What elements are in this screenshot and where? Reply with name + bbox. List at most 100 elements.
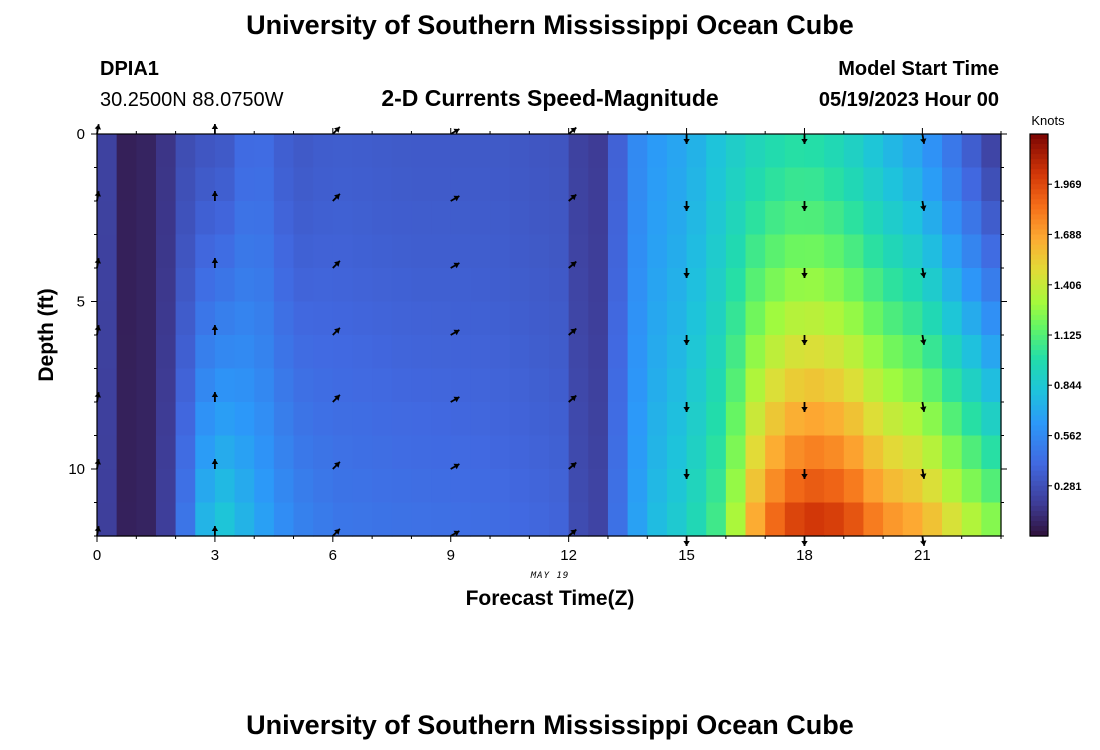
colorbar-segment [1030,435,1048,442]
heatmap-cell [745,134,766,169]
heatmap-cell [961,301,982,336]
heatmap-cell [332,368,354,403]
heatmap-cell [607,502,629,537]
x-axis-title: Forecast Time(Z) [466,587,635,610]
heatmap-cell [529,469,550,504]
current-arrow-head [94,325,101,331]
heatmap-cell [981,368,1002,403]
heatmap-cell [902,368,923,403]
heatmap-cell [116,134,137,169]
heatmap-cell [568,435,589,470]
x-tick-label: 21 [914,547,931,564]
current-arrow-head [334,327,340,334]
colorbar-segment [1030,450,1048,457]
heatmap-cell [549,201,570,236]
heatmap-cell [627,234,648,269]
heatmap-cells [97,134,1002,537]
heatmap-cell [175,134,196,169]
heatmap-cell [765,368,786,403]
y-tick-label: 10 [68,461,85,478]
heatmap-cell [293,368,314,403]
heatmap-cell [843,167,865,202]
heatmap-cell [922,167,943,202]
heatmap-cell [136,335,157,370]
heatmap-cell [588,301,609,336]
heatmap-cell [509,234,530,269]
heatmap-cell [647,268,668,303]
heatmap-cell [313,469,334,504]
heatmap-cell [804,502,825,537]
colorbar-segment [1030,460,1048,467]
heatmap-cell [332,435,354,470]
heatmap-cell [273,435,295,470]
heatmap-cell [293,134,314,169]
heatmap-cell [686,402,707,437]
heatmap-cell [588,402,609,437]
heatmap-cell [411,435,432,470]
heatmap-cell [175,435,196,470]
heatmap-cell [195,167,216,202]
heatmap-cell [902,234,923,269]
heatmap-cell [313,435,334,470]
colorbar-segment [1030,515,1048,522]
heatmap-cell [942,402,963,437]
heatmap-cell [902,167,923,202]
colorbar-segment [1030,485,1048,492]
current-arrow-head [453,396,460,403]
heatmap-cell [725,301,747,336]
heatmap-cell [254,201,275,236]
current-arrow-head [920,473,927,479]
footer-title: University of Southern Mississippi Ocean… [246,710,854,740]
heatmap-cell [450,368,471,403]
heatmap-cell [529,268,550,303]
heatmap-cell [529,402,550,437]
heatmap-cell [942,268,963,303]
heatmap-cell [529,502,550,537]
heatmap-cell [706,301,727,336]
colorbar-segment [1030,284,1048,291]
colorbar-segment [1030,480,1048,487]
current-arrow-head [334,193,340,200]
heatmap-cell [588,268,609,303]
heatmap-cell [509,502,530,537]
heatmap-cell [627,469,648,504]
current-arrow-head [94,526,101,532]
heatmap-cell [686,268,707,303]
heatmap-cell [470,502,491,537]
heatmap-cell [745,301,766,336]
heatmap-cell [568,301,589,336]
colorbar-segment [1030,455,1048,462]
heatmap-cell [647,301,668,336]
colorbar-segment [1030,329,1048,336]
heatmap-cell [273,167,295,202]
colorbar-segment [1030,350,1048,356]
heatmap-cell [647,167,668,202]
heatmap-cell [686,234,707,269]
heatmap-cell [490,435,511,470]
heatmap-cell [725,435,747,470]
colorbar-unit-label: Knots [1031,113,1065,128]
heatmap-cell [627,268,648,303]
current-arrow-head [94,392,101,398]
heatmap-cell [509,469,530,504]
heatmap-cell [745,502,766,537]
current-arrow-head [683,206,690,211]
heatmap-cell [627,134,648,169]
current-arrow-head [920,138,927,144]
colorbar-segment [1030,264,1048,271]
heatmap-cell [214,469,236,504]
heatmap-cell [97,134,118,169]
colorbar-segment [1030,309,1048,316]
heatmap-cell [273,201,295,236]
heatmap-cell [745,469,766,504]
heatmap-cell [490,402,511,437]
heatmap-cell [509,134,530,169]
heatmap-cell [942,335,963,370]
heatmap-cell [234,402,255,437]
heatmap-cell [883,435,904,470]
heatmap-cell [883,335,904,370]
colorbar-segment [1030,169,1048,175]
heatmap-cell [627,167,648,202]
heatmap-cell [981,234,1002,269]
current-arrow-head [211,526,219,531]
